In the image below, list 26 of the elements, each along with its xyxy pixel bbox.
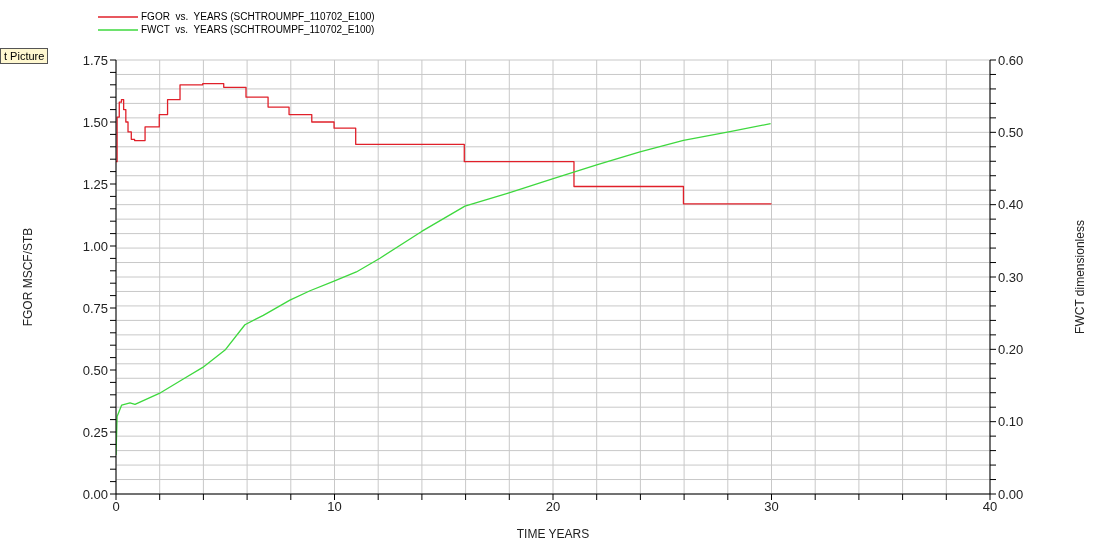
- y-tick-label: 0.00: [82, 486, 108, 502]
- y-tick-label: 0.25: [82, 424, 108, 440]
- legend-label: FWCT vs. YEARS (SCHTROUMPF_110702_E100): [141, 24, 375, 35]
- x-tick-label: 20: [545, 499, 561, 515]
- y-tick-label: 1.00: [82, 238, 108, 254]
- x-tick-label: 0: [112, 499, 120, 515]
- y2-tick-label: 0.00: [998, 486, 1024, 502]
- x-axis-title: TIME YEARS: [516, 527, 590, 541]
- y2-tick-label: 0.10: [998, 414, 1024, 430]
- y-tick-label: 0.75: [82, 300, 108, 316]
- legend-label: FGOR vs. YEARS (SCHTROUMPF_110702_E100): [141, 11, 375, 22]
- y-tick-label: 1.25: [82, 176, 108, 192]
- y2-tick-label: 0.30: [998, 269, 1024, 285]
- text: t Picture: [0, 48, 49, 64]
- y2-axis-title: FWCT dimensionless: [1073, 220, 1088, 334]
- y-tick-label: 1.75: [82, 52, 108, 68]
- y-axis-title: FGOR MSCF/STB: [21, 227, 36, 327]
- y2-tick-label: 0.50: [998, 124, 1024, 140]
- x-tick-label: 40: [982, 499, 998, 515]
- y2-tick-label: 0.20: [998, 341, 1024, 357]
- x-tick-label: 30: [764, 499, 779, 515]
- y2-tick-label: 0.40: [998, 197, 1024, 213]
- y2-tick-label: 0.60: [998, 52, 1024, 68]
- x-tick-label: 10: [327, 499, 342, 515]
- y-tick-label: 1.50: [82, 114, 108, 130]
- y-tick-label: 0.50: [82, 362, 108, 378]
